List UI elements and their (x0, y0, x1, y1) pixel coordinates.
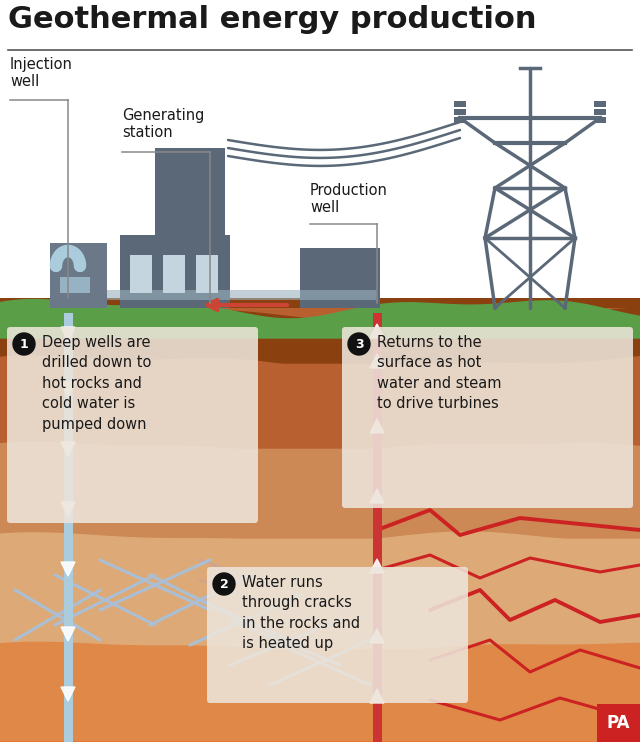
Polygon shape (61, 562, 75, 576)
Text: 3: 3 (355, 338, 364, 350)
Text: 2: 2 (220, 577, 228, 591)
Polygon shape (370, 559, 384, 573)
Bar (454, 101, 466, 107)
Polygon shape (61, 442, 75, 456)
FancyBboxPatch shape (342, 327, 633, 508)
Text: Generating
station: Generating station (122, 108, 204, 140)
Polygon shape (370, 489, 384, 503)
Bar (300, 248, 380, 308)
Text: Returns to the
surface as hot
water and steam
to drive turbines: Returns to the surface as hot water and … (377, 335, 502, 411)
Polygon shape (370, 354, 384, 368)
Polygon shape (61, 502, 75, 516)
Bar (0, 298, 640, 308)
Bar (594, 117, 606, 123)
Polygon shape (61, 382, 75, 396)
Polygon shape (61, 627, 75, 641)
Bar (0, 580, 640, 742)
Text: Geothermal energy production: Geothermal energy production (8, 5, 536, 34)
Polygon shape (370, 629, 384, 643)
FancyBboxPatch shape (7, 327, 258, 523)
Bar (155, 148, 225, 308)
Text: Injection
well: Injection well (10, 57, 73, 89)
Bar (173, 208, 191, 258)
Bar (454, 109, 466, 115)
Text: PA: PA (606, 714, 630, 732)
FancyBboxPatch shape (207, 567, 468, 703)
Bar (85, 260, 107, 308)
Polygon shape (61, 327, 75, 341)
Bar (64, 313, 73, 742)
Bar (0, 410, 640, 490)
Bar (60, 277, 90, 293)
Bar (200, 208, 214, 253)
Text: Production
well: Production well (310, 183, 388, 215)
Bar (130, 255, 152, 293)
Text: 1: 1 (20, 338, 28, 350)
Text: Water runs
through cracks
in the rocks and
is heated up: Water runs through cracks in the rocks a… (242, 575, 360, 651)
Bar (454, 117, 466, 123)
Circle shape (213, 573, 235, 595)
Circle shape (13, 333, 35, 355)
Bar (120, 235, 230, 308)
Bar (594, 109, 606, 115)
Polygon shape (370, 689, 384, 703)
Bar (594, 101, 606, 107)
Polygon shape (61, 687, 75, 701)
Polygon shape (370, 324, 384, 338)
Bar (0, 490, 640, 580)
Bar (373, 313, 382, 742)
Bar (107, 290, 377, 300)
Circle shape (348, 333, 370, 355)
Bar (0, 308, 640, 410)
Polygon shape (370, 419, 384, 433)
Text: Deep wells are
drilled down to
hot rocks and
cold water is
pumped down: Deep wells are drilled down to hot rocks… (42, 335, 152, 432)
Bar (196, 255, 218, 293)
Bar (597, 704, 640, 742)
Bar (50, 243, 107, 308)
Bar (163, 255, 185, 293)
